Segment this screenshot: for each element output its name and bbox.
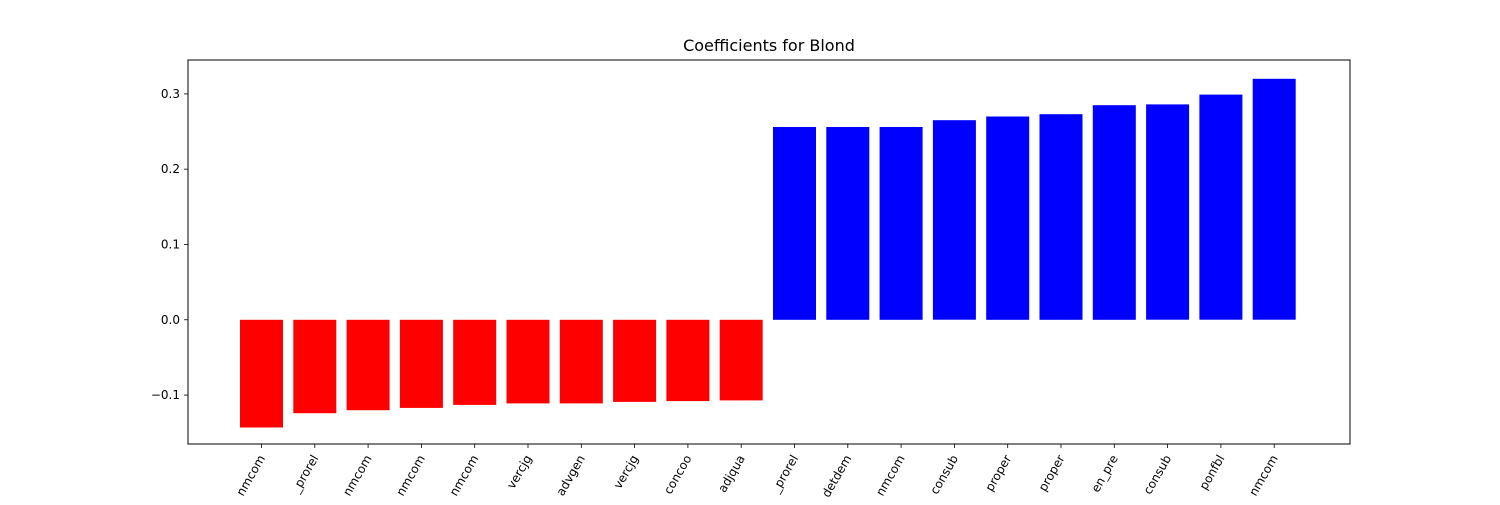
y-tick-label-1: 0.0 — [161, 313, 180, 327]
bar-6 — [559, 319, 603, 404]
bar-7 — [613, 319, 657, 402]
bar-15 — [1039, 114, 1083, 320]
chart-title: Coefficients for Blond — [683, 36, 855, 55]
bar-10 — [773, 127, 816, 320]
y-tick-label-4: 0.3 — [161, 87, 180, 101]
bar-9 — [719, 319, 763, 401]
bar-0 — [240, 319, 283, 428]
bar-19 — [1252, 78, 1296, 320]
y-axis: −0.1 0.0 0.1 0.2 0.3 — [151, 87, 188, 402]
plot-area-frame — [187, 59, 1351, 445]
bar-12 — [879, 127, 923, 320]
bar-2 — [346, 319, 390, 411]
bar-16 — [1092, 105, 1136, 320]
bar-11 — [826, 127, 870, 320]
bar-18 — [1199, 94, 1243, 320]
bar-5 — [506, 319, 550, 404]
bar-17 — [1146, 104, 1190, 320]
bar-4 — [453, 319, 497, 405]
bar-1 — [293, 319, 337, 414]
y-tick-label-3: 0.2 — [161, 162, 180, 176]
bar-3 — [399, 319, 443, 408]
bar-13 — [932, 120, 976, 320]
bars-layer — [240, 78, 1296, 428]
bar-8 — [666, 319, 710, 402]
bar-14 — [986, 116, 1030, 320]
y-tick-label-2: 0.1 — [161, 237, 180, 251]
y-tick-label-0: −0.1 — [151, 388, 180, 402]
